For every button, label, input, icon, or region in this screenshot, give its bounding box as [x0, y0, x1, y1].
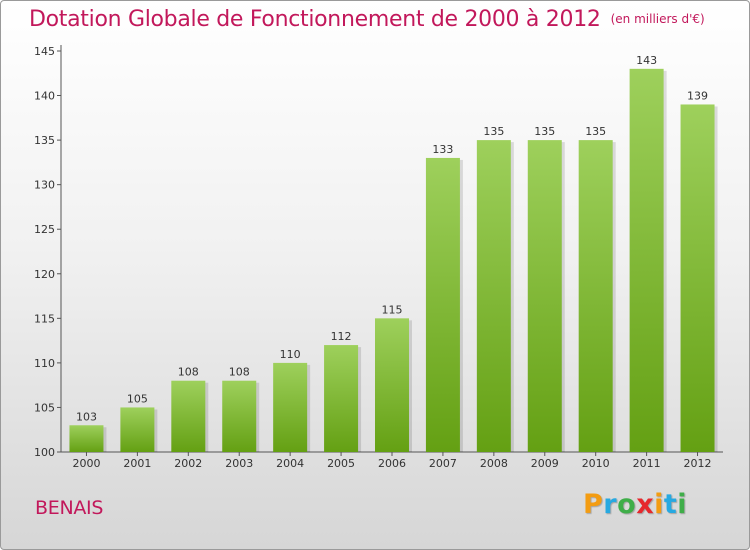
logo-letter: i — [654, 489, 664, 520]
data-label: 133 — [432, 143, 453, 156]
x-tick-label: 2000 — [72, 457, 100, 470]
y-tick-label: 145 — [34, 45, 55, 58]
data-label: 135 — [585, 125, 606, 138]
bar — [375, 318, 409, 452]
bar — [324, 345, 359, 452]
logo-letter: r — [603, 489, 618, 520]
bar — [476, 140, 511, 452]
x-tick-label: 2007 — [429, 457, 457, 470]
x-tick-label: 2006 — [378, 457, 406, 470]
x-tick-label: 2005 — [327, 457, 355, 470]
data-label: 143 — [636, 54, 657, 67]
bar — [425, 157, 460, 452]
bar — [680, 104, 715, 452]
x-tick-label: 2002 — [174, 457, 202, 470]
bar — [273, 362, 308, 452]
bar — [171, 380, 206, 452]
data-label: 108 — [178, 366, 199, 379]
data-label: 103 — [76, 410, 97, 423]
bar — [69, 425, 104, 452]
x-tick-label: 2004 — [276, 457, 304, 470]
y-tick-label: 105 — [34, 401, 55, 414]
proxiti-logo: Proxiti — [583, 489, 687, 520]
data-label: 112 — [331, 330, 352, 343]
x-tick-label: 2003 — [225, 457, 253, 470]
chart-title: Dotation Globale de Fonctionnement de 20… — [29, 7, 705, 32]
logo-letter: o — [617, 489, 637, 520]
data-label: 135 — [534, 125, 555, 138]
logo-letter: t — [663, 489, 678, 520]
x-tick-label: 2012 — [684, 457, 712, 470]
bar — [222, 380, 257, 452]
data-label: 139 — [687, 89, 708, 102]
x-tick-label: 2008 — [480, 457, 508, 470]
y-tick-label: 120 — [34, 268, 55, 281]
x-tick-label: 2001 — [123, 457, 151, 470]
bar — [120, 407, 155, 452]
logo-letter: P — [583, 489, 604, 520]
x-tick-label: 2010 — [582, 457, 610, 470]
commune-name: BENAIS — [35, 497, 104, 519]
y-tick-label: 125 — [34, 223, 55, 236]
chart-title-main: Dotation Globale de Fonctionnement de 20… — [29, 7, 601, 32]
logo-letter: x — [636, 489, 655, 520]
data-label: 108 — [229, 366, 250, 379]
data-label: 115 — [382, 303, 403, 316]
bar — [629, 68, 664, 453]
chart-title-unit: (en milliers d'€) — [610, 12, 705, 26]
bar — [527, 140, 562, 452]
y-tick-label: 110 — [34, 357, 55, 370]
y-tick-label: 135 — [34, 134, 55, 147]
y-tick-label: 130 — [34, 179, 55, 192]
logo-letter: i — [677, 489, 688, 520]
x-tick-label: 2011 — [633, 457, 661, 470]
data-label: 135 — [483, 125, 504, 138]
x-tick-label: 2009 — [531, 457, 559, 470]
y-tick-label: 100 — [34, 446, 55, 459]
bar — [578, 140, 613, 452]
y-tick-label: 140 — [34, 90, 55, 103]
data-label: 110 — [280, 348, 301, 361]
data-label: 105 — [127, 392, 148, 405]
y-tick-label: 115 — [34, 312, 55, 325]
